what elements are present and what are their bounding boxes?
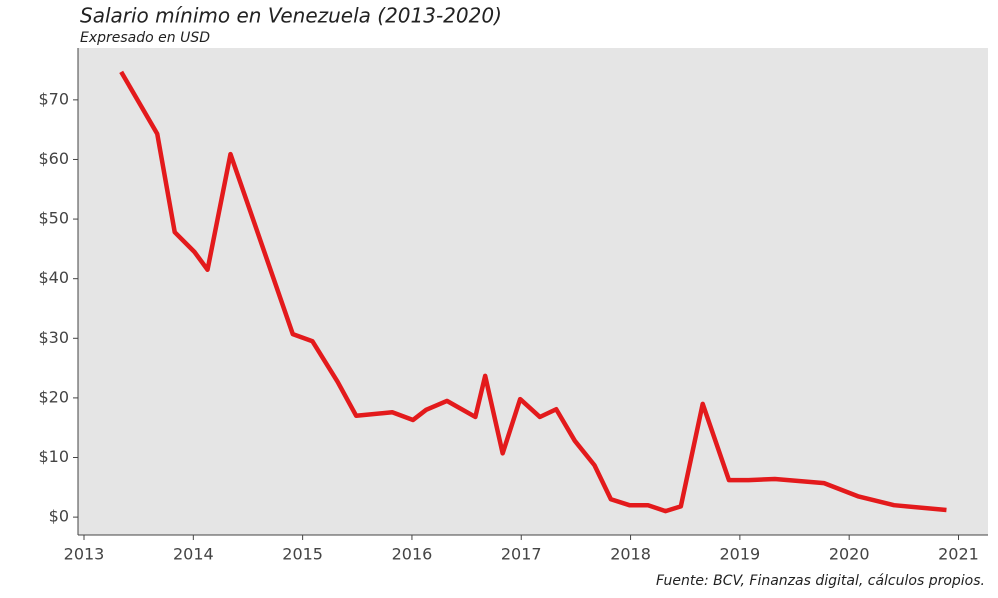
plot-background	[78, 48, 988, 535]
y-tick-label: $60	[38, 149, 69, 168]
x-tick-label: 2017	[501, 545, 542, 564]
y-tick-label: $30	[38, 328, 69, 347]
chart-title: Salario mínimo en Venezuela (2013-2020)	[80, 4, 502, 28]
y-tick-label: $50	[38, 209, 69, 228]
x-tick-label: 2020	[829, 545, 870, 564]
x-tick-label: 2021	[938, 545, 979, 564]
x-tick-label: 2016	[392, 545, 433, 564]
chart-subtitle: Expresado en USD	[80, 30, 210, 46]
line	[119, 70, 947, 514]
x-tick-label: 2013	[64, 545, 105, 564]
x-tick-label: 2019	[720, 545, 761, 564]
x-tick-label: 2015	[282, 545, 323, 564]
y-tick-label: $40	[38, 268, 69, 287]
y-tick-label: $70	[38, 89, 69, 108]
x-tick-label: 2014	[173, 545, 214, 564]
y-tick-label: $0	[49, 507, 69, 526]
caption: Fuente: BCV, Finanzas digital, cálculos …	[656, 573, 985, 589]
y-tick-label: $20	[38, 387, 69, 406]
x-tick-label: 2018	[610, 545, 651, 564]
y-tick-label: $10	[38, 447, 69, 466]
